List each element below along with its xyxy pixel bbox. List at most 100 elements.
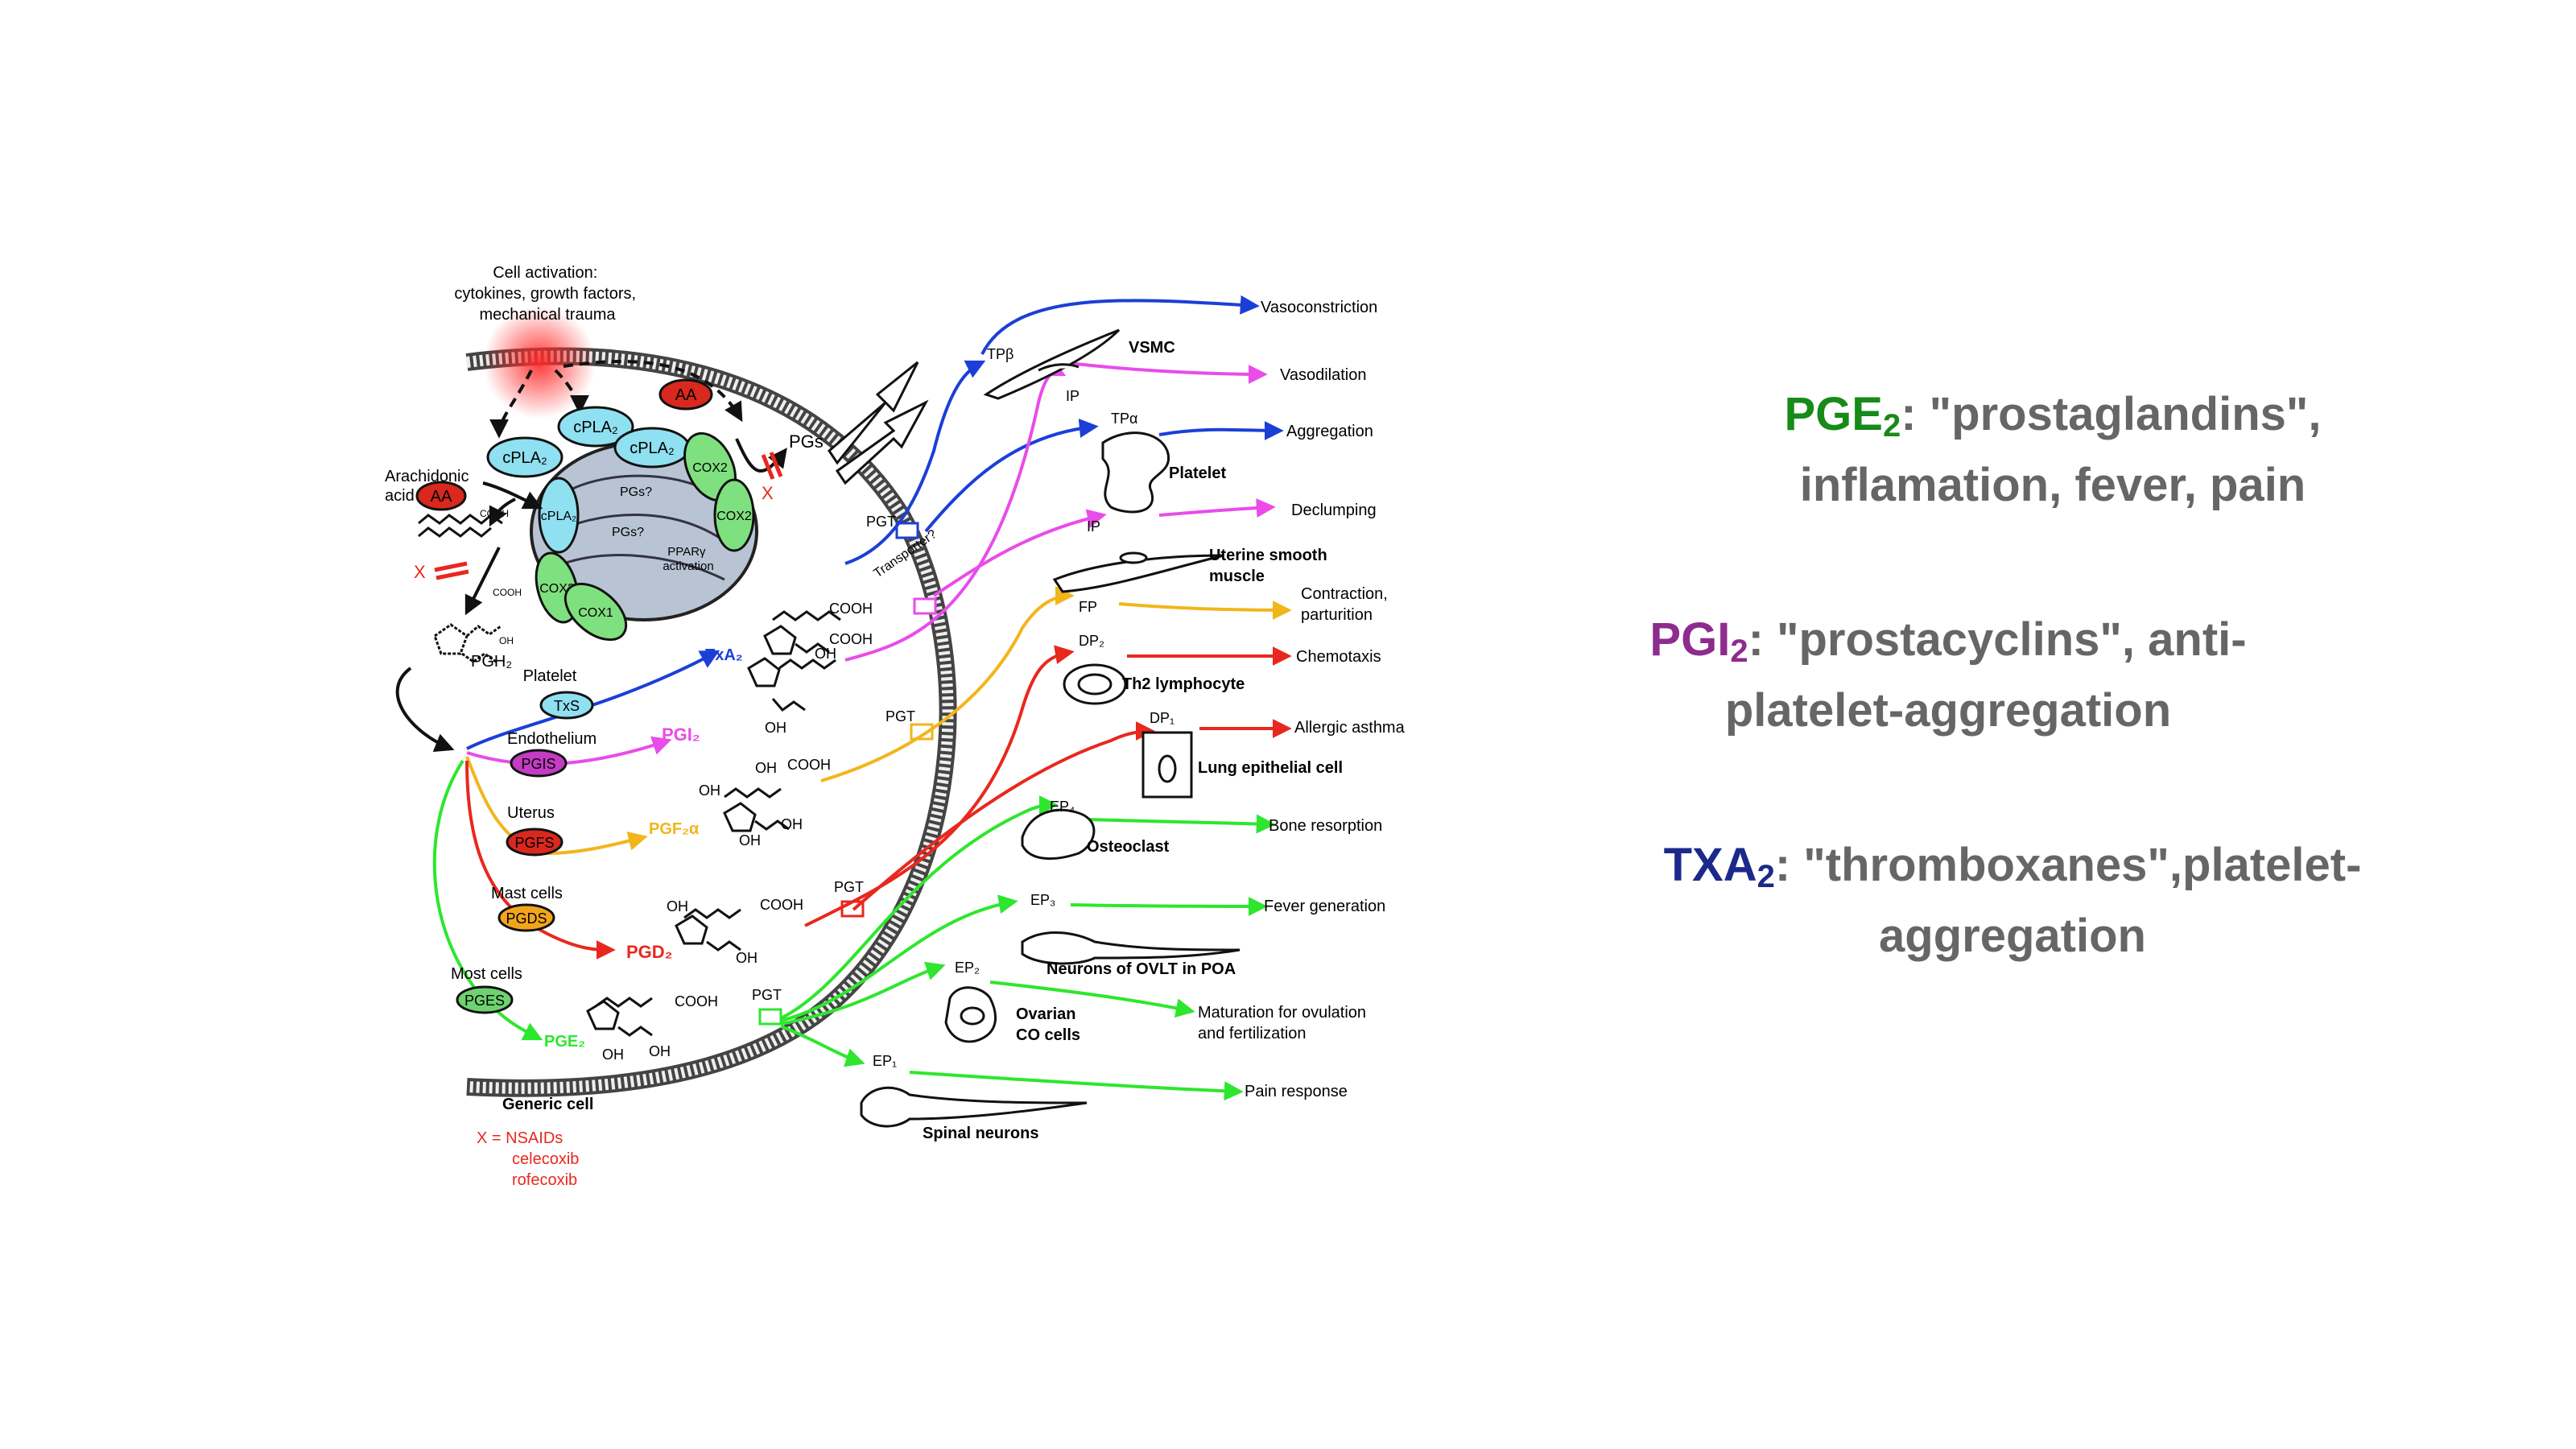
svg-text:Pain response: Pain response	[1245, 1083, 1348, 1100]
product-structures	[586, 610, 841, 1037]
svg-text:Spinal neurons: Spinal neurons	[923, 1125, 1038, 1142]
cox1	[564, 582, 628, 642]
svg-text:EP₂: EP₂	[955, 960, 980, 976]
svg-text:cPLA₂: cPLA₂	[630, 440, 675, 457]
svg-text:Mast cells: Mast cells	[491, 885, 563, 902]
pgs-question-2: PGs?	[612, 526, 644, 539]
svg-text:Maturation for ovulation: Maturation for ovulation	[1198, 1004, 1366, 1022]
svg-text:COOH: COOH	[829, 631, 873, 647]
svg-text:PGT: PGT	[866, 514, 896, 530]
txa2-note: TXA2: "thromboxanes",platelet- aggregati…	[1602, 836, 2423, 966]
svg-text:muscle: muscle	[1209, 568, 1265, 585]
svg-text:OH: OH	[602, 1046, 624, 1063]
pgi2-description: : "prostacyclins", anti-	[1748, 613, 2247, 666]
pgi2-description-line2: platelet-aggregation	[1724, 684, 2172, 737]
svg-text:COOH: COOH	[829, 601, 873, 617]
svg-text:Th2 lymphocyte: Th2 lymphocyte	[1122, 675, 1245, 693]
producer-mast-cells: Mast cells PGDS PGD₂	[491, 885, 672, 962]
svg-text:PGF₂α: PGF₂α	[649, 820, 700, 838]
nsaids-legend: X = NSAIDs celecoxib rofecoxib	[477, 1129, 584, 1189]
svg-text:Allergic asthma: Allergic asthma	[1294, 719, 1406, 737]
txa2-description-line2: aggregation	[1879, 910, 2146, 962]
pge2-description: : "prostaglandins",	[1901, 388, 2322, 440]
svg-text:PGES: PGES	[464, 993, 505, 1009]
aa-label-left: AA	[431, 488, 452, 506]
svg-text:Most cells: Most cells	[451, 965, 522, 983]
producer-platelet: Platelet TxS TxA₂	[523, 646, 743, 720]
svg-text:PGT: PGT	[752, 987, 782, 1003]
svg-text:PGFS: PGFS	[514, 835, 554, 851]
svg-text:parturition: parturition	[1301, 606, 1373, 624]
txa2-term: TXA2	[1663, 839, 1775, 894]
svg-text:Platelet: Platelet	[523, 667, 577, 685]
svg-text:cPLA₂: cPLA₂	[573, 419, 618, 436]
cpla2-vertical	[538, 477, 580, 554]
cpla2-left	[486, 436, 564, 478]
svg-text:DP₁: DP₁	[1150, 710, 1174, 726]
aa-structure	[418, 514, 503, 538]
target-cells	[860, 328, 1241, 1128]
svg-text:COX2: COX2	[692, 461, 728, 475]
pgi2-note: PGI2: "prostacyclins", anti- platelet-ag…	[1578, 610, 2318, 741]
svg-text:OH: OH	[765, 720, 786, 736]
svg-text:TPβ: TPβ	[987, 346, 1013, 362]
svg-text:EP₁: EP₁	[873, 1053, 897, 1069]
svg-text:PGI₂: PGI₂	[662, 724, 700, 745]
ppar-label: PPARγ activation	[663, 545, 713, 573]
svg-text:cPLA₂: cPLA₂	[541, 510, 576, 523]
svg-text:COOH: COOH	[760, 897, 803, 913]
receptor-labels: TPβ IP TPα IP FP DP₂ DP₁ EP₄ EP₃ EP₂ EP₁	[873, 346, 1174, 1069]
pgh2-oh: OH	[499, 635, 514, 646]
aa-bubble-top	[658, 378, 713, 411]
cell-membrane	[465, 347, 957, 1097]
svg-text:Aggregation: Aggregation	[1286, 423, 1373, 440]
enzyme-bubbles: cPLA₂ cPLA₂ cPLA₂ cPLA₂ AA COX2 COX2 COX…	[486, 378, 755, 642]
svg-text:PGE₂: PGE₂	[544, 1033, 585, 1051]
svg-text:EP₄: EP₄	[1050, 799, 1075, 815]
svg-text:Bone resorption: Bone resorption	[1269, 817, 1382, 835]
svg-text:Vasoconstriction: Vasoconstriction	[1261, 299, 1377, 316]
svg-text:Neurons of OVLT in POA: Neurons of OVLT in POA	[1046, 960, 1236, 978]
svg-text:COX1: COX1	[578, 606, 613, 620]
pge2-term: PGE2	[1784, 388, 1901, 444]
svg-text:COOH: COOH	[675, 993, 718, 1009]
svg-text:Vasodilation: Vasodilation	[1280, 366, 1366, 384]
generic-cell-label: Generic cell	[502, 1096, 593, 1113]
svg-text:Chemotaxis: Chemotaxis	[1296, 648, 1381, 666]
svg-text:Osteoclast: Osteoclast	[1087, 838, 1170, 856]
svg-text:OH: OH	[736, 950, 758, 966]
pgh2-split-arrow	[395, 667, 455, 752]
x-mark-cox: X	[762, 483, 774, 503]
pgi2-term: PGI2	[1649, 613, 1748, 669]
producer-endothelium: Endothelium PGIS PGI₂	[507, 724, 700, 778]
big-arrow-2	[835, 399, 929, 485]
svg-text:Fever generation: Fever generation	[1264, 898, 1385, 915]
cpla2-to-aa-arrow	[482, 481, 543, 510]
svg-text:OH: OH	[649, 1043, 671, 1059]
svg-text:Ovarian: Ovarian	[1016, 1005, 1075, 1023]
pgh2-label: PGH₂	[471, 653, 512, 671]
svg-text:OH: OH	[699, 782, 720, 799]
structure-labels: COOH OH COOH OH OH COOH OH OH OH OH COOH…	[602, 601, 873, 1063]
stimulus-label: Cell activation: cytokines, growth facto…	[454, 264, 640, 324]
pgh2-structure	[433, 623, 502, 663]
producer-most-cells: Most cells PGES PGE₂	[451, 965, 585, 1051]
svg-text:OH: OH	[781, 816, 803, 832]
svg-text:and fertilization: and fertilization	[1198, 1025, 1307, 1042]
svg-text:Endothelium: Endothelium	[507, 730, 597, 748]
x-mark-aa: X	[414, 562, 426, 582]
svg-text:Contraction,: Contraction,	[1301, 585, 1388, 603]
activation-glow	[483, 306, 596, 419]
pge2-description-line2: inflamation, fever, pain	[1799, 459, 2306, 511]
cpla2-top	[557, 406, 634, 448]
pgs-export-arrow	[735, 438, 787, 473]
svg-text:PGT: PGT	[886, 708, 915, 724]
svg-text:Declumping: Declumping	[1291, 502, 1377, 519]
svg-text:cPLA₂: cPLA₂	[502, 449, 547, 467]
svg-text:IP: IP	[1087, 518, 1100, 535]
svg-text:FP: FP	[1079, 599, 1097, 615]
svg-text:PGD₂: PGD₂	[626, 942, 672, 962]
svg-text:OH: OH	[815, 646, 836, 662]
producer-uterus: Uterus PGFS PGF₂α	[506, 804, 700, 857]
